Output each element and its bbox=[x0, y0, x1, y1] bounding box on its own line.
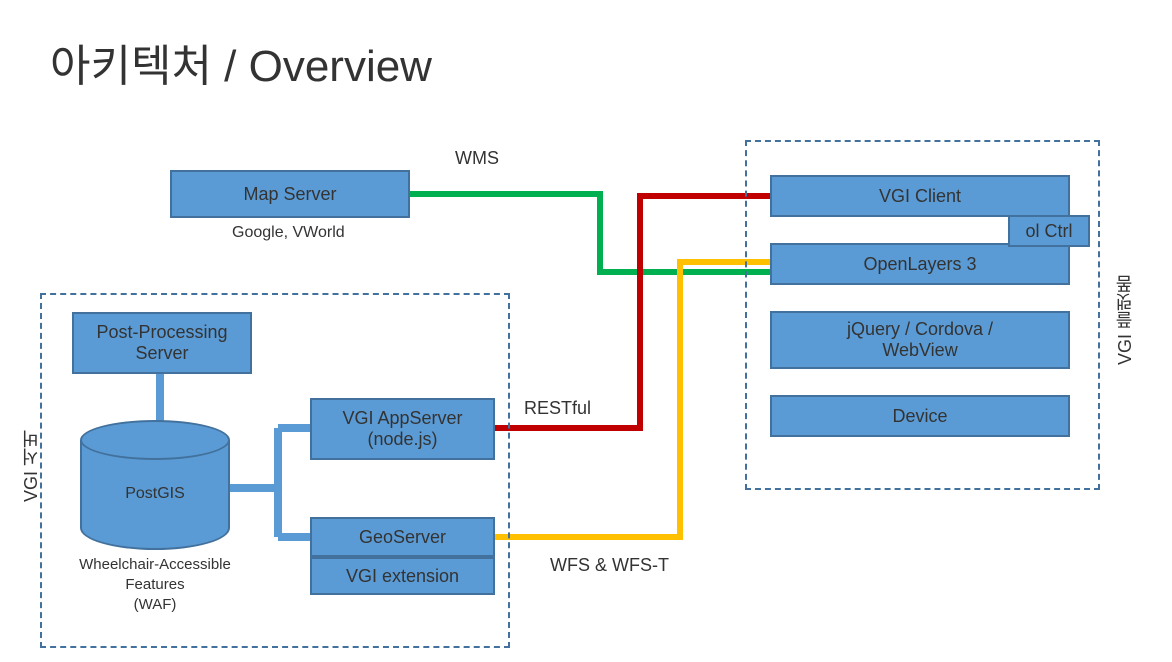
node-map-server: Map Server bbox=[170, 170, 410, 218]
edge-restful bbox=[495, 196, 770, 428]
node-postgis-top bbox=[80, 420, 230, 460]
label-vgi-server: VGI 서버 bbox=[18, 430, 44, 502]
node-jquery-cordova-webview: jQuery / Cordova /WebView bbox=[770, 311, 1070, 369]
edge-wms bbox=[410, 194, 770, 272]
node-geoserver: GeoServer bbox=[310, 517, 495, 557]
node-device: Device bbox=[770, 395, 1070, 437]
node-vgi-client: VGI Client bbox=[770, 175, 1070, 217]
node-post-processing-server: Post-ProcessingServer bbox=[72, 312, 252, 374]
label-wms: WMS bbox=[455, 148, 499, 169]
label-map-server-sub: Google, VWorld bbox=[232, 224, 345, 242]
label-restful: RESTful bbox=[524, 398, 591, 419]
label-vgi-client: VGI 플랫폼 bbox=[1112, 275, 1138, 365]
node-vgi-extension: VGI extension bbox=[310, 557, 495, 595]
node-vgi-appserver: VGI AppServer(node.js) bbox=[310, 398, 495, 460]
node-openlayers3: OpenLayers 3 bbox=[770, 243, 1070, 285]
label-postgis-sub3: (WAF) bbox=[45, 596, 265, 613]
label-postgis: PostGIS bbox=[125, 485, 185, 503]
label-postgis-sub1: Wheelchair-Accessible bbox=[45, 556, 265, 573]
label-postgis-sub2: Features bbox=[45, 576, 265, 593]
node-ol-ctrl: ol Ctrl bbox=[1008, 215, 1090, 247]
label-wfs: WFS & WFS-T bbox=[550, 555, 669, 576]
page-title: 아키텍처 / Overview bbox=[50, 30, 432, 94]
